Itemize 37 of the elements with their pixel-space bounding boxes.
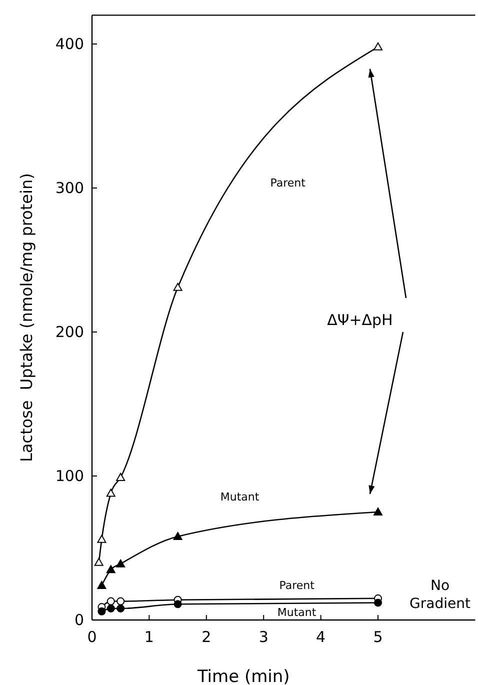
series-label: Parent xyxy=(279,578,316,592)
point xyxy=(116,559,126,568)
point xyxy=(97,580,106,589)
point xyxy=(116,472,126,481)
point xyxy=(174,600,182,608)
point xyxy=(173,532,182,540)
annotation: ΔΨ+ΔpH xyxy=(327,311,393,329)
x-tick-label: 2 xyxy=(202,628,212,646)
point xyxy=(106,488,116,497)
x-tick-label: 4 xyxy=(316,628,326,646)
point xyxy=(116,597,125,606)
point xyxy=(106,597,115,606)
point xyxy=(106,565,116,574)
y-axis-title: Lactose Uptake (nmole/mg protein) xyxy=(17,173,36,462)
y-tick-label: 400 xyxy=(55,35,84,53)
y-tick-label: 0 xyxy=(74,611,84,629)
y-tick-label: 300 xyxy=(55,179,84,197)
x-tick-label: 5 xyxy=(373,628,383,646)
x-tick-label: 1 xyxy=(144,628,154,646)
point xyxy=(116,604,125,612)
point xyxy=(173,282,182,291)
text: Parent xyxy=(270,176,306,190)
x-tick-label: 3 xyxy=(258,628,268,646)
y-tick-label: 100 xyxy=(55,467,84,485)
x-tick-label: 0 xyxy=(87,628,97,646)
point xyxy=(374,598,382,607)
point xyxy=(98,607,106,616)
point xyxy=(97,534,106,543)
point xyxy=(374,508,382,516)
series-label: Mutant xyxy=(220,490,260,504)
point xyxy=(106,604,115,612)
y-tick-label: 200 xyxy=(55,323,84,341)
annotation: No Gradient xyxy=(410,578,471,612)
x-axis-title: Time (min) xyxy=(196,667,290,685)
series-label: Mutant xyxy=(277,606,317,620)
point xyxy=(374,42,382,50)
point xyxy=(94,558,104,566)
